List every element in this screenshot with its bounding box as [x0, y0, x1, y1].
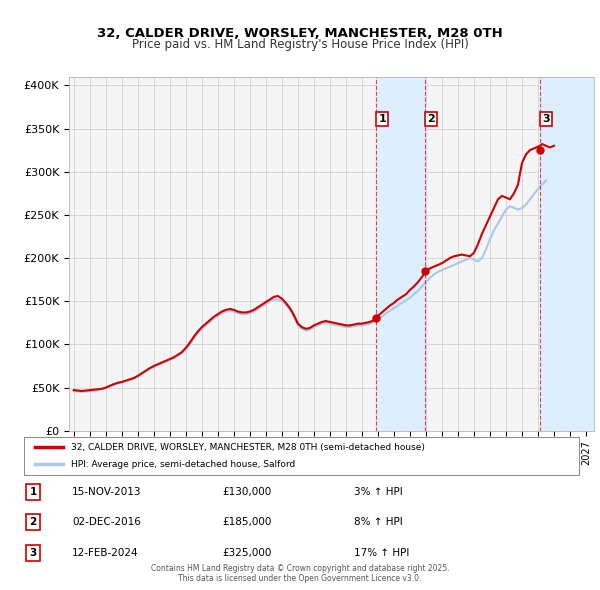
Text: HPI: Average price, semi-detached house, Salford: HPI: Average price, semi-detached house,…: [71, 460, 295, 468]
Text: 12-FEB-2024: 12-FEB-2024: [72, 548, 139, 558]
Text: 2: 2: [29, 517, 37, 527]
Text: 3% ↑ HPI: 3% ↑ HPI: [354, 487, 403, 497]
Text: 32, CALDER DRIVE, WORSLEY, MANCHESTER, M28 0TH: 32, CALDER DRIVE, WORSLEY, MANCHESTER, M…: [97, 27, 503, 40]
Bar: [540, 77, 594, 431]
Text: 3: 3: [29, 548, 37, 558]
Text: £185,000: £185,000: [222, 517, 271, 527]
Text: £325,000: £325,000: [222, 548, 271, 558]
Text: 17% ↑ HPI: 17% ↑ HPI: [354, 548, 409, 558]
Text: 15-NOV-2013: 15-NOV-2013: [72, 487, 142, 497]
Text: 02-DEC-2016: 02-DEC-2016: [72, 517, 141, 527]
Text: 1: 1: [379, 114, 386, 124]
Text: 2: 2: [427, 114, 435, 124]
Text: 3: 3: [542, 114, 550, 124]
Text: Price paid vs. HM Land Registry's House Price Index (HPI): Price paid vs. HM Land Registry's House …: [131, 38, 469, 51]
Text: 1: 1: [29, 487, 37, 497]
Text: £130,000: £130,000: [222, 487, 271, 497]
Text: 8% ↑ HPI: 8% ↑ HPI: [354, 517, 403, 527]
Text: 32, CALDER DRIVE, WORSLEY, MANCHESTER, M28 0TH (semi-detached house): 32, CALDER DRIVE, WORSLEY, MANCHESTER, M…: [71, 443, 425, 452]
Bar: [376, 77, 425, 431]
Text: Contains HM Land Registry data © Crown copyright and database right 2025.
This d: Contains HM Land Registry data © Crown c…: [151, 563, 449, 583]
